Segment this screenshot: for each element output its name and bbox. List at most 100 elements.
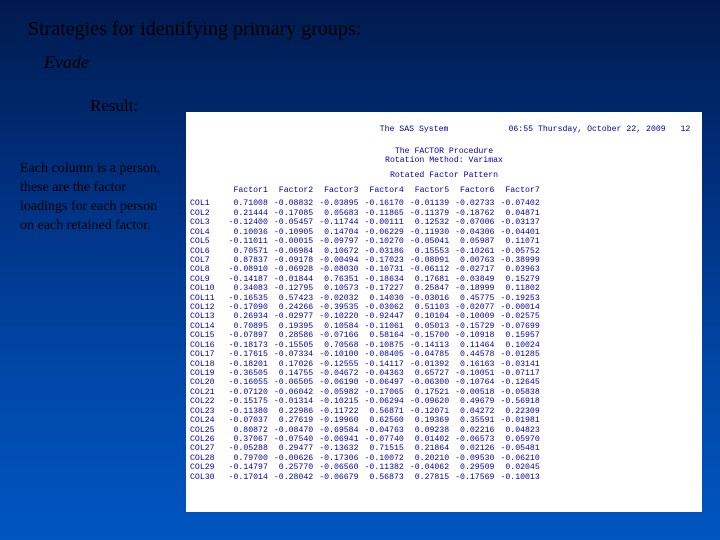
cell-value: -0.17065 — [365, 388, 410, 397]
cell-value: -0.05041 — [410, 237, 455, 246]
cell-value: -0.04306 — [455, 228, 500, 237]
cell-value: 0.10584 — [319, 322, 364, 331]
cell-value: -0.03849 — [455, 275, 500, 284]
cell-value: 0.27619 — [274, 416, 319, 425]
row-label: COL16 — [190, 341, 229, 350]
row-label: COL13 — [190, 312, 229, 321]
cell-value: -0.08405 — [365, 350, 410, 359]
cell-value: 0.03963 — [500, 265, 545, 274]
table-row: COL40.10036-0.10905 0.14704-0.06229-0.11… — [190, 228, 546, 237]
cell-value: -0.04401 — [500, 228, 545, 237]
cell-value: -0.00626 — [274, 454, 319, 463]
cell-value: -0.06112 — [410, 265, 455, 274]
cell-value: -0.05982 — [319, 388, 364, 397]
row-label: COL21 — [190, 388, 229, 397]
cell-value: -0.14797 — [229, 463, 274, 472]
cell-value: 0.71008 — [229, 199, 274, 208]
table-row: COL16-0.18173-0.15505 0.70568-0.10875-0.… — [190, 341, 546, 350]
cell-value: 0.51103 — [410, 303, 455, 312]
cell-value: 0.05683 — [319, 209, 364, 218]
cell-value: 0.05987 — [455, 237, 500, 246]
cell-value: -0.16535 — [229, 294, 274, 303]
cell-value: 0.11071 — [500, 237, 545, 246]
cell-value: -0.07006 — [455, 218, 500, 227]
row-label: COL23 — [190, 407, 229, 416]
sas-system-label: The SAS System — [380, 125, 449, 134]
table-row: COL250.80872-0.08470-0.69584-0.04763 0.0… — [190, 426, 546, 435]
cell-value: 0.65727 — [410, 369, 455, 378]
table-row: COL60.70571-0.06984 0.10672-0.03186 0.15… — [190, 247, 546, 256]
cell-value: -0.17569 — [455, 473, 500, 482]
cell-value: -0.06300 — [410, 378, 455, 387]
table-row: COL29-0.14797 0.25770-0.06560-0.11382-0.… — [190, 463, 546, 472]
cell-value: 0.70571 — [229, 247, 274, 256]
cell-value: 0.26934 — [229, 312, 274, 321]
cell-value: 0.29509 — [455, 463, 500, 472]
cell-value: -0.92447 — [365, 312, 410, 321]
table-row: COL20-0.16055-0.06505-0.06190-0.06497-0.… — [190, 378, 546, 387]
cell-value: 0.71515 — [365, 444, 410, 453]
cell-value: 0.01402 — [410, 435, 455, 444]
cell-value: -0.14117 — [365, 360, 410, 369]
row-label: COL3 — [190, 218, 229, 227]
table-row: COL23-0.11380 0.22986-0.11722 0.56871-0.… — [190, 407, 546, 416]
table-col-header: Factor6 — [455, 186, 500, 199]
row-label: COL24 — [190, 416, 229, 425]
table-col-header — [190, 186, 229, 199]
cell-value: -0.09530 — [455, 454, 500, 463]
cell-value: -0.03186 — [365, 247, 410, 256]
cell-value: -0.17227 — [365, 284, 410, 293]
cell-value: -0.04763 — [365, 426, 410, 435]
table-row: COL30-0.17014-0.28042-0.06679 0.56873 0.… — [190, 473, 546, 482]
row-label: COL8 — [190, 265, 229, 274]
cell-value: 0.44578 — [455, 350, 500, 359]
table-col-header: Factor1 — [229, 186, 274, 199]
cell-value: -0.10072 — [365, 454, 410, 463]
cell-value: 0.22986 — [274, 407, 319, 416]
table-col-header: Factor3 — [319, 186, 364, 199]
cell-value: 0.76351 — [319, 275, 364, 284]
cell-value: -0.14113 — [410, 341, 455, 350]
cell-value: 0.70895 — [229, 322, 274, 331]
cell-value: 0.19369 — [410, 416, 455, 425]
cell-value: 0.37067 — [229, 435, 274, 444]
cell-value: -0.07699 — [500, 322, 545, 331]
cell-value: -0.56918 — [500, 397, 545, 406]
cell-value: 0.14030 — [365, 294, 410, 303]
cell-value: 0.21444 — [229, 209, 274, 218]
sas-proc-line1: The FACTOR Procedure — [190, 147, 698, 156]
table-row: COL19-0.36505 0.14755-0.04672-0.04363 0.… — [190, 369, 546, 378]
cell-value: -0.17615 — [229, 350, 274, 359]
cell-value: -0.04062 — [410, 463, 455, 472]
row-label: COL27 — [190, 444, 229, 453]
table-row: COL15-0.07897 0.28586-0.07166 0.58164-0.… — [190, 331, 546, 340]
table-col-header: Factor4 — [365, 186, 410, 199]
cell-value: 0.79700 — [229, 454, 274, 463]
cell-value: 0.14704 — [319, 228, 364, 237]
cell-value: -0.08091 — [410, 256, 455, 265]
cell-value: -0.10220 — [319, 312, 364, 321]
table-row: COL11-0.16535 0.57423-0.02032 0.14030-0.… — [190, 294, 546, 303]
cell-value: -0.10013 — [500, 473, 545, 482]
cell-value: -0.06928 — [274, 265, 319, 274]
row-label: COL15 — [190, 331, 229, 340]
cell-value: -0.39535 — [319, 303, 364, 312]
cell-value: -0.02077 — [455, 303, 500, 312]
cell-value: -0.12071 — [410, 407, 455, 416]
row-label: COL18 — [190, 360, 229, 369]
cell-value: -0.05752 — [500, 247, 545, 256]
cell-value: 0.15957 — [500, 331, 545, 340]
table-row: COL70.87837-0.09178-0.00494-0.17023-0.08… — [190, 256, 546, 265]
cell-value: -0.12645 — [500, 378, 545, 387]
cell-value: 0.02216 — [455, 426, 500, 435]
cell-value: 0.10573 — [319, 284, 364, 293]
cell-value: -0.11722 — [319, 407, 364, 416]
cell-value: -0.11744 — [319, 218, 364, 227]
cell-value: -0.04363 — [365, 369, 410, 378]
cell-value: -0.06229 — [365, 228, 410, 237]
cell-value: 0.70568 — [319, 341, 364, 350]
cell-value: -0.09797 — [319, 237, 364, 246]
table-row: COL22-0.15175-0.01314-0.10215-0.06294-0.… — [190, 397, 546, 406]
sas-data-table: Factor1Factor2Factor3Factor4Factor5Facto… — [190, 186, 546, 482]
sas-pattern-title: Rotated Factor Pattern — [190, 171, 698, 180]
